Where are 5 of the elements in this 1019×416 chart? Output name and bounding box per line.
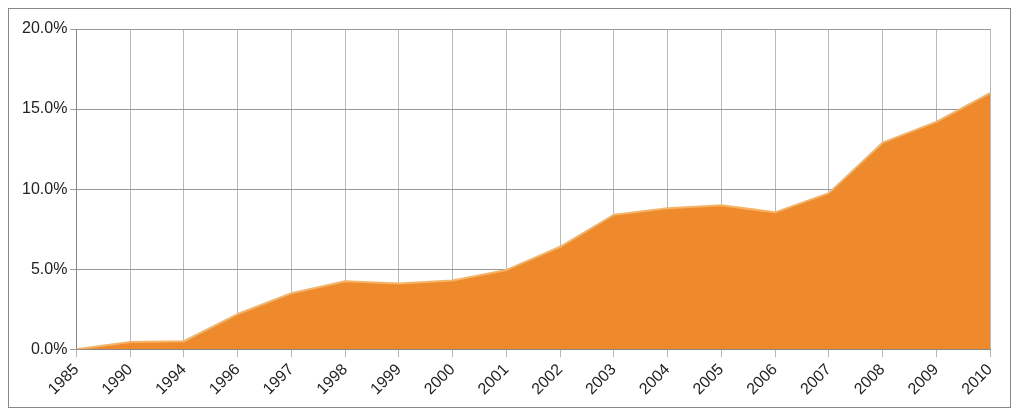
y-tick-label: 15.0% xyxy=(21,99,68,117)
y-tick-label: 20.0% xyxy=(21,19,68,37)
y-tick-label: 10.0% xyxy=(21,179,68,197)
y-tick-label: 0.0% xyxy=(30,339,68,357)
y-tick-label: 5.0% xyxy=(30,259,68,277)
